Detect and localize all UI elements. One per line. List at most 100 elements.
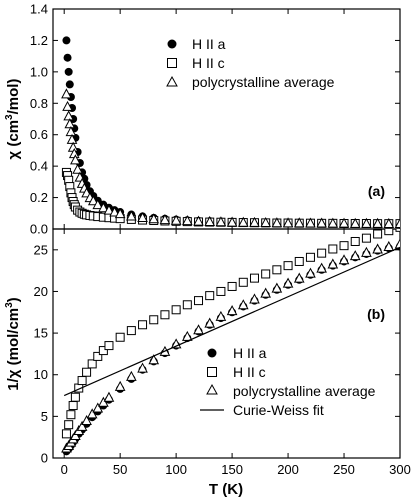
panel-b-point-polycrystalline-average [316,262,327,273]
panel-b-ylabel-post: ) [5,297,22,302]
panel-a-ytick-label: 1.2 [30,33,48,48]
panel-a-point-polycrystalline-average [159,214,171,225]
panel-b-point-h-ii-c [70,392,80,402]
panel-b-point-h-ii-c [361,233,371,243]
panel-a-point-polycrystalline-average [237,216,249,227]
panel-a-point-polycrystalline-average [61,88,72,99]
legend-a-label-ha: H II a [192,36,226,52]
panel-b-point-polycrystalline-average [148,354,160,365]
x-tick-label: 100 [165,462,187,477]
legend-a-marker-ha [167,39,177,49]
panel-a-point-polycrystalline-average [394,217,400,228]
panel-a-point-polycrystalline-average [181,215,193,226]
panel-a-point-h-ii-a [63,53,72,62]
panel-b-point-polycrystalline-average [215,310,227,321]
panel-b-point-h-ii-c [104,341,114,351]
panel-a-point-polycrystalline-average [148,213,160,224]
panel-a-point-polycrystalline-average [327,217,339,228]
panel-a-point-polycrystalline-average [67,141,79,152]
panel-b-ytick-label: 10 [34,367,48,382]
panel-b-point-polycrystalline-average [271,282,283,293]
legend-b-marker-hc [207,367,217,377]
x-tick-label: 0 [61,462,68,477]
panel-b-point-polycrystalline-average [249,293,260,304]
panel-b-point-h-ii-c [283,261,293,271]
panel-b-point-h-ii-c [87,359,97,369]
panel-a-point-polycrystalline-average [65,126,77,137]
panel-a-point-polycrystalline-average [260,216,272,228]
panel-a-ylabel: χ (cm3/mol) [4,79,22,160]
panel-b-legend: H II a H II c polycrystalline average Cu… [200,345,376,418]
panel-b-point-polycrystalline-average [181,330,193,341]
panel-b-point-polycrystalline-average [86,408,98,419]
panel-a-ticks: 0.0 0.2 0.4 0.6 0.8 1.0 1.2 1.4 [30,2,401,237]
panel-a-ytick-label: 0.4 [30,159,48,174]
panel-b-point-h-ii-c [238,277,248,287]
panel-b-point-h-ii-c [216,286,226,296]
panel-b-point-h-ii-c [149,315,159,325]
panel-a-point-polycrystalline-average [137,211,148,223]
panel-a-point-polycrystalline-average [126,210,137,221]
panel-a-point-polycrystalline-average [193,215,204,226]
panel-b-point-h-ii-c [384,229,394,236]
panel-b-point-polycrystalline-average [394,238,400,249]
legend-a-marker-poly [166,75,178,87]
panel-a-point-polycrystalline-average [103,204,115,215]
panel-b-ytick-label: 20 [34,284,48,299]
panel-b-point-polycrystalline-average [383,240,395,251]
panel-a-point-polycrystalline-average [215,216,227,227]
panel-b-point-h-ii-c [261,269,271,279]
panel-b-point-polycrystalline-average [98,396,109,407]
panel-b-point-h-ii-c [328,244,338,254]
panel-b-point-h-ii-c [66,410,76,420]
panel-a-point-polycrystalline-average [72,163,83,174]
panel-a-point-polycrystalline-average [87,195,99,206]
panel-b-marks [61,229,400,456]
panel-b-fit-line [63,246,400,397]
panel-b-point-h-ii-c [64,420,74,430]
panel-b-point-polycrystalline-average [126,370,137,381]
panel-b-ylabel-sup: 3 [4,302,15,308]
legend-a-label-hc: H II c [192,55,225,71]
panel-a-point-polycrystalline-average [64,118,76,129]
panel-b-point-polycrystalline-average [76,420,88,431]
panel-a-point-h-ii-a [64,67,73,76]
panel-a-marks [61,36,400,229]
legend-a-label-poly: polycrystalline average [192,74,335,90]
x-tick-label: 300 [389,462,411,477]
panel-b-point-polycrystalline-average [204,317,216,328]
panel-b-point-h-ii-c [317,248,327,258]
panel-a-ylabel-pre: χ (cm [5,120,22,159]
panel-b-label: (b) [367,306,385,322]
panel-b-point-polycrystalline-average [260,287,272,298]
panel-b-frame [52,228,401,459]
panel-a-point-polycrystalline-average [66,133,78,144]
panel-b-point-polycrystalline-average [193,324,204,335]
panel-b-point-h-ii-c [182,300,192,310]
panel-b-point-h-ii-c [82,367,92,377]
panel-b-point-h-ii-c [126,326,136,336]
panel-a-point-polycrystalline-average [249,216,260,227]
panel-a-frame [52,8,401,230]
legend-b-label-hc: H II c [233,364,266,380]
panel-a-point-polycrystalline-average [92,199,104,210]
panel-a-ylabel-post: /mol) [5,79,22,115]
x-tick-label: 200 [277,462,299,477]
legend-b-label-fit: Curie-Weiss fit [233,402,324,418]
panel-b-point-h-ii-c [294,256,304,266]
panel-a-point-polycrystalline-average [372,217,383,228]
panel-b-point-polycrystalline-average [114,380,126,391]
panel-b-ytick-label: 25 [34,242,48,257]
panel-b-point-h-ii-c [272,265,282,275]
panel-a-point-polycrystalline-average [316,217,327,228]
panel-a-point-polycrystalline-average [204,215,216,226]
panel-a-ytick-label: 0.8 [30,96,48,111]
panel-a-point-polycrystalline-average [109,206,120,217]
panel-b-ylabel-pre: 1/χ (mol/cm [5,308,22,391]
panel-b-point-h-ii-c [227,281,237,291]
panel-a-point-polycrystalline-average [63,110,75,121]
panel-b-point-h-ii-c [115,332,125,342]
panel-a-point-polycrystalline-average [305,217,316,228]
panel-a-ytick-label: 0.0 [30,222,48,237]
panel-a-ytick-label: 1.0 [30,64,48,79]
